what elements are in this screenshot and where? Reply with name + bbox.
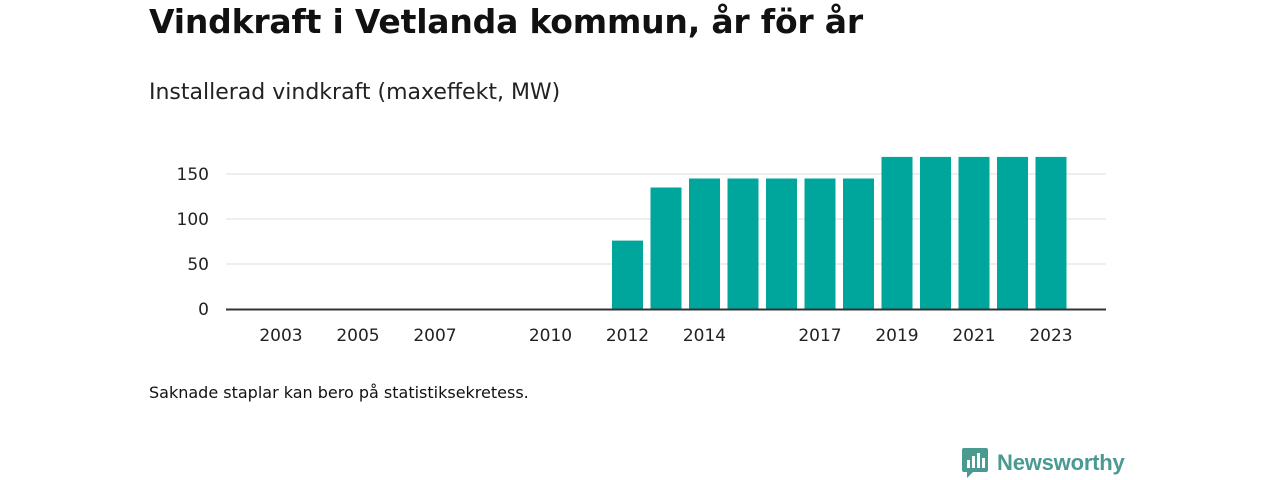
newsworthy-logo: Newsworthy [961,446,1125,480]
y-tick-label: 0 [198,300,209,320]
brand-name: Newsworthy [997,450,1125,475]
x-tick-label: 2005 [336,326,379,346]
x-tick-label: 2012 [606,326,649,346]
x-tick-label: 2014 [683,326,726,346]
chart-title: Vindkraft i Vetlanda kommun, år för år [149,2,863,41]
newsworthy-logo-icon [962,448,988,478]
bar-2022 [997,156,1028,309]
bar-2018 [843,178,874,309]
bar-2012 [612,240,643,309]
bar-2013 [650,187,682,309]
x-tick-label: 2007 [413,326,456,346]
bar-2015 [727,178,759,309]
x-tick-label: 2010 [529,326,572,346]
chart-subtitle: Installerad vindkraft (maxeffekt, MW) [149,80,561,105]
x-tick-label: 2019 [875,326,918,346]
x-tick-label: 2017 [798,326,841,346]
x-tick-label: 2021 [952,326,995,346]
bar-2023 [1035,156,1067,309]
bar-2017 [804,178,836,309]
y-tick-label: 100 [177,210,209,230]
x-tick-label: 2003 [259,326,302,346]
bar-2019 [881,156,913,309]
y-tick-label: 50 [187,255,209,275]
bar-2020 [920,156,951,309]
footnote: Saknade staplar kan bero på statistiksek… [149,383,529,402]
bar-2021 [958,156,990,309]
bar-2014 [689,178,720,309]
x-tick-label: 2023 [1029,326,1072,346]
y-tick-label: 150 [177,165,209,185]
bar-2016 [766,178,797,309]
